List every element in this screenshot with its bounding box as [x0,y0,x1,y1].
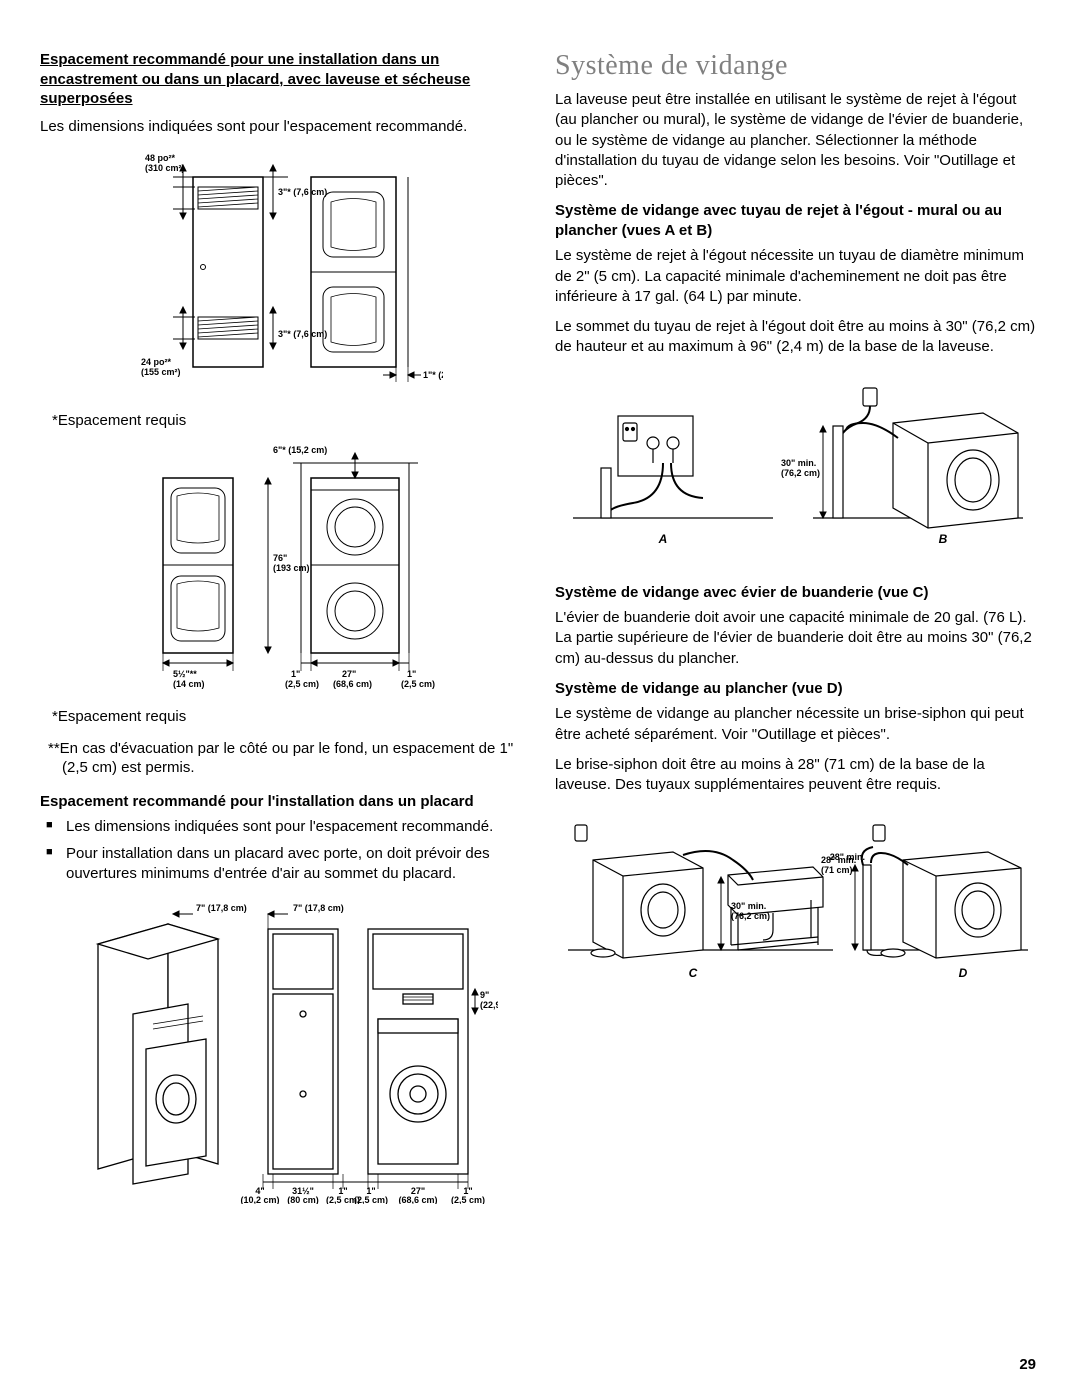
drainage-intro: La laveuse peut être installée en utilis… [555,90,1040,191]
svg-text:30" min.: 30" min. [731,901,766,911]
section-drain-AB-title: Système de vidange avec tuyau de rejet à… [555,201,1040,240]
heading-closet: Espacement recommandé pour l'installatio… [40,792,525,812]
note-espacement-2b: **En cas d'évacuation par le côté ou par… [40,739,525,778]
svg-text:9": 9" [480,990,489,1000]
svg-text:(14 cm): (14 cm) [173,679,205,689]
heading-recessed: Espacement recommandé pour une installat… [40,50,525,109]
svg-text:5½"**: 5½"** [173,669,197,679]
diagram-recessed-stacked: 48 po²* (310 cm²) 3"* (7,6 cm) 3"* (7,6 … [40,147,525,397]
svg-text:(2,5 cm): (2,5 cm) [285,679,319,689]
diagram-closet-install: 7" (17,8 cm) 7" (17,8 cm) 9" (22,9 cm) 4… [40,894,525,1204]
svg-text:1"* (2,5 cm): 1"* (2,5 cm) [423,370,443,380]
svg-text:(155 cm²): (155 cm²) [141,367,181,377]
svg-text:7" (17,8 cm): 7" (17,8 cm) [293,903,344,913]
svg-text:24 po²*: 24 po²* [141,357,172,367]
svg-text:3"* (7,6 cm): 3"* (7,6 cm) [278,187,327,197]
diagram-drain-AB: 30" min. (76,2 cm) A B [555,368,1040,568]
svg-text:27": 27" [342,669,356,679]
svg-text:(22,9 cm): (22,9 cm) [480,1000,498,1010]
note-espacement-2a: *Espacement requis [52,708,525,725]
svg-text:76": 76" [273,553,287,563]
section-drain-AB-p2: Le sommet du tuyau de rejet à l'égout do… [555,317,1040,358]
svg-text:A: A [657,532,667,546]
svg-text:B: B [938,532,947,546]
svg-text:(68,6 cm): (68,6 cm) [398,1195,437,1204]
svg-text:(68,6 cm): (68,6 cm) [333,679,372,689]
svg-text:C: C [688,966,697,980]
svg-text:48 po²*: 48 po²* [145,153,176,163]
diagram-drain-CD: 30" min. (76,2 cm) [555,805,1040,995]
svg-text:6"* (15,2 cm): 6"* (15,2 cm) [273,445,327,455]
svg-text:(76,2 cm): (76,2 cm) [731,911,770,921]
closet-bullets: Les dimensions indiquées sont pour l'esp… [40,817,525,884]
right-column: Système de vidange La laveuse peut être … [555,50,1040,1219]
svg-text:(2,5 cm): (2,5 cm) [401,679,435,689]
svg-text:(10,2 cm): (10,2 cm) [240,1195,279,1204]
bullet-1: Les dimensions indiquées sont pour l'esp… [40,817,525,837]
svg-text:(2,5 cm): (2,5 cm) [353,1195,387,1204]
svg-text:D: D [958,966,967,980]
svg-text:(71 cm): (71 cm) [821,865,853,875]
section-drain-AB-p1: Le système de rejet à l'égout nécessite … [555,246,1040,307]
section-drain-C-p1: L'évier de buanderie doit avoir une capa… [555,608,1040,669]
section-drain-D-p2: Le brise-siphon doit être au moins à 28"… [555,755,1040,796]
main-heading-drainage: Système de vidange [555,50,1040,82]
svg-text:28" min.: 28" min. [821,855,856,865]
svg-text:(193 cm): (193 cm) [273,563,310,573]
intro-text-1: Les dimensions indiquées sont pour l'esp… [40,117,525,137]
svg-text:7" (17,8 cm): 7" (17,8 cm) [196,903,247,913]
svg-text:3"* (7,6 cm): 3"* (7,6 cm) [278,329,327,339]
bullet-2: Pour installation dans un placard avec p… [40,844,525,885]
svg-text:(2,5 cm): (2,5 cm) [450,1195,484,1204]
note-espacement-1: *Espacement requis [52,412,525,429]
section-drain-C-title: Système de vidange avec évier de buander… [555,583,1040,603]
svg-text:1": 1" [291,669,300,679]
left-column: Espacement recommandé pour une installat… [40,50,525,1219]
svg-text:30" min.: 30" min. [781,458,816,468]
svg-text:(310 cm²): (310 cm²) [145,163,185,173]
section-drain-D-title: Système de vidange au plancher (vue D) [555,679,1040,699]
svg-text:1": 1" [407,669,416,679]
svg-text:(80 cm): (80 cm) [287,1195,319,1204]
page-number: 29 [1019,1356,1036,1373]
diagram-side-front: 6"* (15,2 cm) 76" (193 cm) 5½"** (14 cm)… [40,443,525,693]
svg-text:(76,2 cm): (76,2 cm) [781,468,820,478]
section-drain-D-p1: Le système de vidange au plancher nécess… [555,704,1040,745]
